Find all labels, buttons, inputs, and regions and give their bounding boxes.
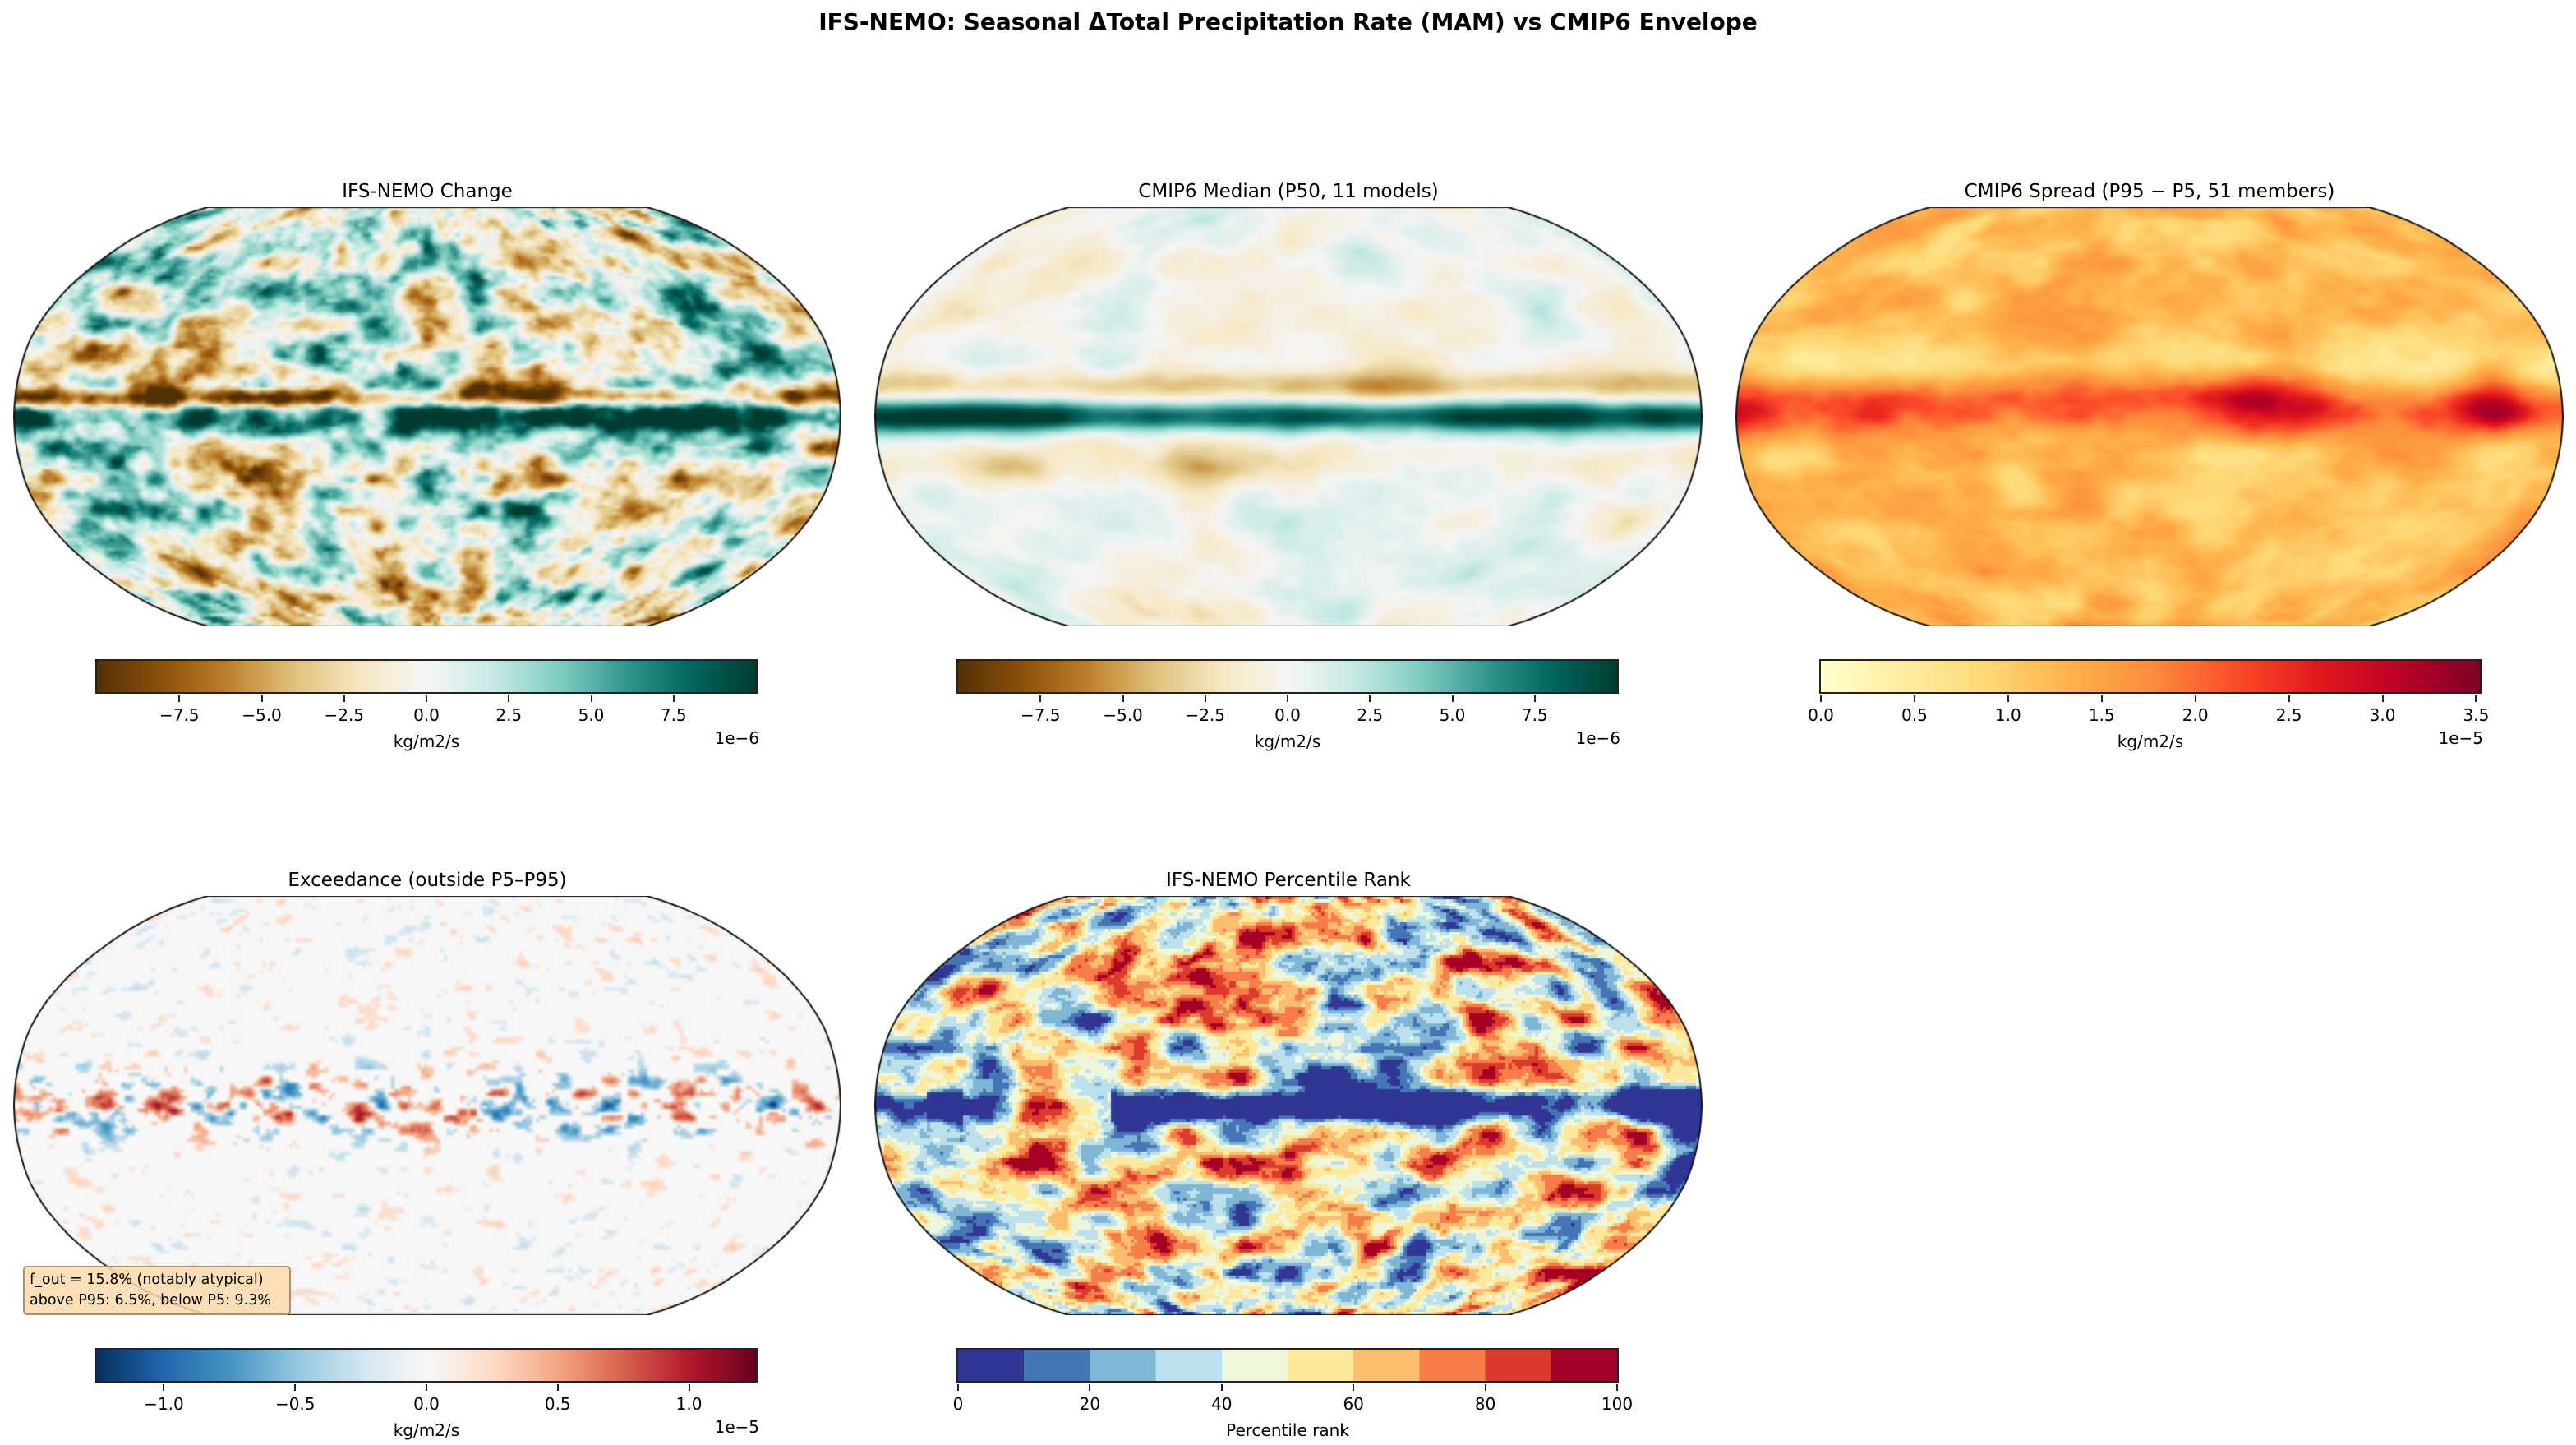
colorbar-tick-label: 0.0 — [1274, 705, 1301, 725]
colorbar-tick — [1484, 1384, 1486, 1391]
colorbar-tick-label: −5.0 — [242, 705, 282, 725]
percentile-rank-map — [874, 896, 1703, 1315]
colorbar-tick-label: 40 — [1211, 1394, 1233, 1414]
ifs-change-heatmap — [13, 207, 841, 626]
colorbar-tick — [260, 695, 263, 702]
colorbar-tick — [426, 695, 427, 702]
cmip6-median-colorbar-label: kg/m2/s — [1254, 732, 1321, 751]
ifs-change-colorbar: −7.5 −5.0 −2.5 0.0 2.5 5.0 7.5 kg/m2/s 1e−6 — [95, 659, 759, 751]
colorbar-tick-label: 3.5 — [2463, 705, 2490, 725]
colorbar-tick-label: 7.5 — [1521, 705, 1548, 725]
colorbar-tick-label: −0.5 — [274, 1394, 316, 1414]
colorbar-tick — [294, 1384, 297, 1391]
colorbar-tick-label: 60 — [1343, 1394, 1364, 1414]
exceedance-colorbar-label: kg/m2/s — [393, 1420, 460, 1440]
exceedance-colorbar: −1.0 −0.5 0.0 0.5 1.0 kg/m2/s 1e−5 — [95, 1348, 759, 1440]
colorbar-tick-label: 0.5 — [544, 1394, 571, 1414]
colorbar-tick — [590, 695, 592, 702]
colorbar-tick — [2100, 695, 2103, 702]
colorbar-tick — [556, 1384, 559, 1391]
colorbar-tick — [1820, 695, 1822, 702]
cmip6-median-map — [874, 207, 1703, 626]
colorbar-tick-label: 5.0 — [578, 705, 605, 725]
cmip6-spread-colorbar: 0.0 0.5 1.0 1.5 2.0 2.5 3.0 3.5 kg/m2/s 1e−5 — [1808, 659, 2489, 751]
cmip6-spread-colorbar-label: kg/m2/s — [2117, 732, 2184, 751]
colorbar-tick — [1287, 695, 1288, 702]
colorbar-tick-label: 5.0 — [1439, 705, 1466, 725]
colorbar-tick — [1913, 695, 1915, 702]
cmip6-median-colorbar-offset: 1e−6 — [1575, 728, 1620, 748]
cmip6-spread-title: CMIP6 Spread (P95 − P5, 51 members) — [1964, 181, 2335, 202]
colorbar-tick-label: 1.0 — [1994, 705, 2021, 725]
colorbar-tick-label: 2.5 — [1357, 705, 1384, 725]
colorbar-tick-label: 1.0 — [675, 1394, 703, 1414]
annotation-line-1: f_out = 15.8% (notably atypical) — [30, 1272, 264, 1288]
cmip6-median-colorbar: −7.5 −5.0 −2.5 0.0 2.5 5.0 7.5 kg/m2/s 1e−6 — [956, 659, 1620, 751]
colorbar-tick-label: −7.5 — [159, 705, 200, 725]
colorbar-tick-label: 0.0 — [413, 705, 440, 725]
colorbar-tick-label: 0.0 — [1808, 705, 1834, 725]
colorbar-tick-label: −2.5 — [1185, 705, 1226, 725]
cmip6-spread-heatmap — [1735, 207, 2564, 626]
colorbar-tick-label: −5.0 — [1103, 705, 1143, 725]
colorbar-tick — [2381, 695, 2384, 702]
colorbar-tick — [1451, 695, 1454, 702]
colorbar-tick — [426, 1384, 427, 1391]
percentile-rank-colorbar: 0 20 40 60 80 100 Percentile rank — [953, 1348, 1633, 1440]
ifs-change-colorbar-offset: 1e−6 — [714, 728, 759, 748]
exceedance-annotation: f_out = 15.8% (notably atypical) above P… — [23, 1266, 291, 1315]
colorbar-tick — [672, 695, 675, 702]
colorbar-tick-label: 0.5 — [1901, 705, 1928, 725]
colorbar-tick-label: 0 — [952, 1394, 964, 1414]
colorbar-tick — [178, 695, 181, 702]
colorbar-tick — [1533, 695, 1536, 702]
colorbar-tick-label: −1.0 — [144, 1394, 184, 1414]
cmip6-median-heatmap — [874, 207, 1703, 626]
colorbar-tick-label: 7.5 — [660, 705, 687, 725]
colorbar-tick — [1204, 695, 1206, 702]
colorbar-tick — [688, 1384, 690, 1391]
colorbar-tick — [1220, 1384, 1223, 1391]
colorbar-tick — [163, 1384, 165, 1391]
colorbar-tick-label: −7.5 — [1020, 705, 1061, 725]
colorbar-tick — [1089, 1384, 1091, 1391]
exceedance-title: Exceedance (outside P5–P95) — [288, 870, 567, 891]
exceedance-heatmap — [13, 896, 841, 1315]
colorbar-tick-label: 2.0 — [2182, 705, 2209, 725]
percentile-rank-title: IFS-NEMO Percentile Rank — [1166, 870, 1411, 891]
colorbar-tick — [2007, 695, 2009, 702]
exceedance-map — [13, 896, 841, 1315]
colorbar-tick — [508, 695, 510, 702]
colorbar-tick-label: 0.0 — [413, 1394, 440, 1414]
colorbar-tick — [343, 695, 345, 702]
colorbar-tick — [1353, 1384, 1355, 1391]
cmip6-spread-colorbar-offset: 1e−5 — [2438, 728, 2483, 748]
cmip6-spread-map — [1735, 207, 2564, 626]
colorbar-tick — [1369, 695, 1371, 702]
colorbar-tick-label: −2.5 — [324, 705, 365, 725]
colorbar-tick — [2194, 695, 2196, 702]
ifs-change-map — [13, 207, 841, 626]
colorbar-tick — [957, 1384, 959, 1391]
cmip6-median-title: CMIP6 Median (P50, 11 models) — [1138, 181, 1439, 202]
colorbar-tick — [1122, 695, 1124, 702]
colorbar-tick — [2288, 695, 2290, 702]
colorbar-tick-label: 1.5 — [2088, 705, 2115, 725]
colorbar-tick-label: 100 — [1601, 1394, 1634, 1414]
colorbar-tick — [1616, 1384, 1618, 1391]
colorbar-tick — [2475, 695, 2477, 702]
colorbar-tick-label: 2.5 — [495, 705, 523, 725]
colorbar-tick-label: 3.0 — [2369, 705, 2396, 725]
ifs-change-title: IFS-NEMO Change — [342, 181, 513, 202]
annotation-line-2: above P95: 6.5%, below P5: 9.3% — [30, 1292, 272, 1309]
figure-title: IFS-NEMO: Seasonal ΔTotal Precipitation … — [818, 8, 1758, 35]
colorbar-tick-label: 20 — [1079, 1394, 1101, 1414]
percentile-rank-colorbar-label: Percentile rank — [1226, 1420, 1349, 1440]
ifs-change-colorbar-label: kg/m2/s — [393, 732, 460, 751]
colorbar-tick — [1039, 695, 1042, 702]
percentile-rank-heatmap — [874, 896, 1703, 1315]
exceedance-colorbar-offset: 1e−5 — [714, 1417, 759, 1437]
colorbar-tick-label: 2.5 — [2275, 705, 2302, 725]
colorbar-tick-label: 80 — [1474, 1394, 1496, 1414]
